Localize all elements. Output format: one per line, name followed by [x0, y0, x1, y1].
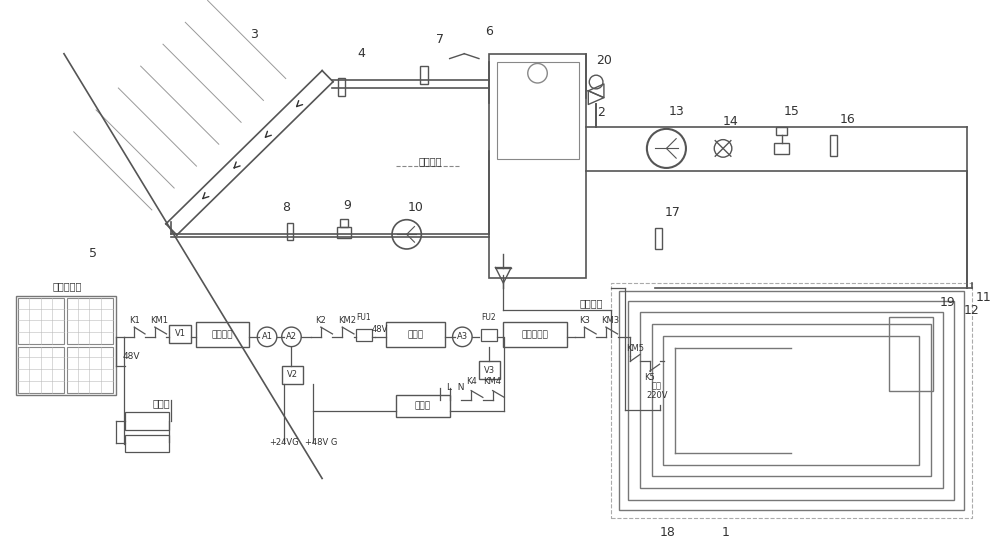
Text: FU1: FU1 [356, 313, 371, 322]
Text: K4: K4 [466, 378, 477, 386]
Text: 18: 18 [659, 526, 675, 537]
Bar [356, 329, 372, 341]
Text: 多功能电表: 多功能电表 [522, 330, 549, 339]
Text: A2: A2 [286, 332, 297, 342]
Text: 3: 3 [250, 28, 258, 41]
Bar [196, 322, 249, 346]
Bar [16, 296, 116, 395]
Bar [481, 329, 497, 341]
Bar [337, 227, 351, 238]
Bar [774, 142, 789, 154]
Text: K3: K3 [579, 316, 590, 325]
Text: KM2: KM2 [338, 316, 356, 325]
Bar [287, 223, 293, 240]
Text: 直流稳压: 直流稳压 [212, 330, 233, 339]
Text: 8: 8 [283, 200, 291, 214]
Text: V3: V3 [484, 366, 495, 375]
Bar [18, 298, 64, 344]
Text: 15: 15 [783, 105, 799, 118]
Bar [386, 322, 445, 346]
Bar [169, 325, 191, 343]
Text: 4: 4 [358, 47, 366, 60]
Bar [67, 298, 113, 344]
Text: K5: K5 [644, 373, 655, 382]
Text: 13: 13 [668, 105, 684, 118]
Bar [889, 317, 933, 390]
Text: 9: 9 [343, 199, 351, 212]
Text: L  N: L N [447, 383, 464, 392]
Text: 19: 19 [940, 296, 955, 309]
Text: KM4: KM4 [484, 378, 502, 386]
Text: 16: 16 [840, 113, 856, 126]
Bar [18, 346, 64, 393]
Bar [776, 127, 787, 135]
Text: 48V: 48V [123, 352, 140, 361]
Text: +24VG: +24VG [269, 438, 298, 447]
Bar [830, 135, 837, 156]
Text: 17: 17 [664, 206, 680, 219]
Text: KM1: KM1 [150, 316, 168, 325]
Bar [619, 291, 964, 510]
Bar [497, 62, 579, 159]
Bar [420, 67, 428, 84]
Bar [282, 366, 303, 384]
Text: 逆变器: 逆变器 [407, 330, 424, 339]
Bar [655, 228, 662, 249]
Bar [396, 395, 450, 417]
Text: V2: V2 [287, 371, 298, 380]
Text: 14: 14 [723, 114, 739, 128]
Text: V1: V1 [175, 329, 186, 338]
Text: 48V: 48V [371, 324, 388, 333]
Text: 太阳能电池: 太阳能电池 [52, 281, 82, 291]
Text: 12: 12 [964, 304, 980, 317]
Text: 充电器: 充电器 [415, 402, 431, 411]
Text: 10: 10 [408, 200, 423, 214]
Text: 20: 20 [596, 54, 612, 67]
Text: 5: 5 [89, 248, 97, 260]
Text: 1: 1 [722, 526, 730, 537]
Text: K2: K2 [315, 316, 326, 325]
Text: KM5: KM5 [626, 344, 644, 353]
Bar [125, 412, 169, 430]
Text: 生活用电: 生活用电 [579, 297, 603, 308]
Bar [652, 324, 931, 476]
Text: 生活用热: 生活用热 [418, 156, 442, 166]
Bar [340, 219, 348, 227]
Bar [338, 78, 345, 96]
Text: A3: A3 [457, 332, 468, 342]
Text: 2: 2 [597, 106, 605, 119]
Text: 市电
220V: 市电 220V [646, 381, 667, 400]
Bar [611, 283, 972, 518]
Text: 蔻电池: 蔻电池 [153, 398, 170, 408]
Bar [503, 322, 567, 346]
Bar [125, 434, 169, 452]
Text: 11: 11 [976, 291, 992, 304]
Text: A1: A1 [262, 332, 273, 342]
Bar [640, 313, 943, 488]
Bar [67, 346, 113, 393]
Text: KM3: KM3 [601, 316, 619, 325]
Text: 6: 6 [485, 25, 493, 38]
Text: FU2: FU2 [481, 313, 496, 322]
Bar [489, 54, 586, 278]
Bar [628, 301, 954, 500]
Bar [663, 336, 919, 465]
Text: K1: K1 [129, 316, 140, 325]
Text: 7: 7 [436, 33, 444, 46]
Text: +48V G: +48V G [305, 438, 337, 447]
Bar [479, 361, 500, 379]
